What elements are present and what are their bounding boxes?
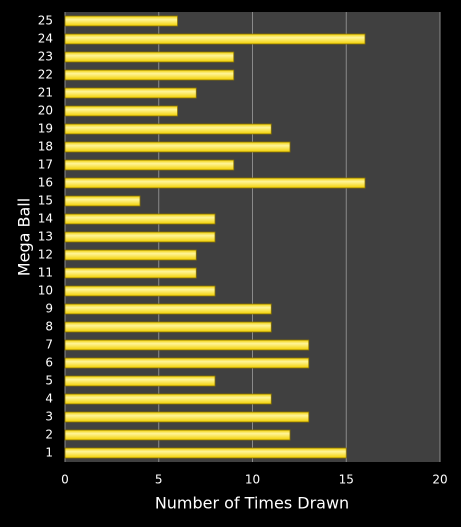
bar	[64, 357, 310, 369]
y-tick-label: 20	[38, 104, 53, 118]
y-tick-label: 3	[45, 410, 53, 424]
y-tick-label: 16	[38, 176, 53, 190]
bar	[64, 375, 216, 387]
y-tick-label: 5	[45, 374, 53, 388]
y-tick-label: 25	[38, 14, 53, 28]
y-tick-label: 2	[45, 428, 53, 442]
bar	[64, 51, 235, 63]
y-tick-label: 24	[38, 32, 53, 46]
bar	[64, 393, 272, 405]
bar	[64, 267, 197, 279]
y-tick-label: 23	[38, 50, 53, 64]
x-axis-title: Number of Times Drawn	[155, 494, 349, 513]
y-axis-title: Mega Ball	[15, 198, 34, 276]
bar	[64, 87, 197, 99]
y-tick-label: 18	[38, 140, 53, 154]
bar	[64, 411, 310, 423]
x-tick-label: 20	[432, 473, 447, 487]
y-tick-label: 6	[45, 356, 53, 370]
x-tick-label: 5	[155, 473, 163, 487]
y-tick-label: 12	[38, 248, 53, 262]
bar	[64, 159, 235, 171]
y-tick-label: 21	[38, 86, 53, 100]
bar	[64, 177, 366, 189]
y-tick-label: 17	[38, 158, 53, 172]
y-tick-label: 19	[38, 122, 53, 136]
bar	[64, 123, 272, 135]
bar	[64, 33, 366, 45]
y-tick-label: 11	[38, 266, 53, 280]
y-tick-label: 7	[45, 338, 53, 352]
bar	[64, 303, 272, 315]
x-tick-label: 10	[245, 473, 260, 487]
y-tick-label: 15	[38, 194, 53, 208]
bar	[64, 321, 272, 333]
x-tick-label: 15	[339, 473, 354, 487]
bar	[64, 429, 291, 441]
y-tick-label: 1	[45, 446, 53, 460]
y-tick-label: 8	[45, 320, 53, 334]
y-tick-label: 13	[38, 230, 53, 244]
bar	[64, 285, 216, 297]
y-tick-label: 14	[38, 212, 53, 226]
x-tick-label: 0	[61, 473, 69, 487]
y-tick-label: 9	[45, 302, 53, 316]
bar	[64, 231, 216, 243]
bar	[64, 141, 291, 153]
bar	[64, 213, 216, 225]
y-tick-label: 10	[38, 284, 53, 298]
bar	[64, 195, 141, 207]
bar	[64, 15, 178, 27]
bar	[64, 447, 347, 459]
bar	[64, 249, 197, 261]
bar	[64, 69, 235, 81]
bar	[64, 339, 310, 351]
y-tick-label: 4	[45, 392, 53, 406]
bar	[64, 105, 178, 117]
y-tick-label: 22	[38, 68, 53, 82]
